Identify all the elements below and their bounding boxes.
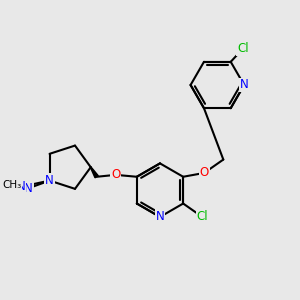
Polygon shape xyxy=(90,167,98,178)
Text: N: N xyxy=(240,79,248,92)
Text: N: N xyxy=(45,174,54,187)
Text: O: O xyxy=(111,168,120,182)
Text: N: N xyxy=(24,182,33,195)
Text: Cl: Cl xyxy=(196,210,208,224)
Text: N: N xyxy=(16,180,25,193)
Text: CH₃: CH₃ xyxy=(3,180,22,190)
Text: O: O xyxy=(200,167,209,179)
Text: Cl: Cl xyxy=(237,42,249,55)
Text: N: N xyxy=(156,210,164,224)
